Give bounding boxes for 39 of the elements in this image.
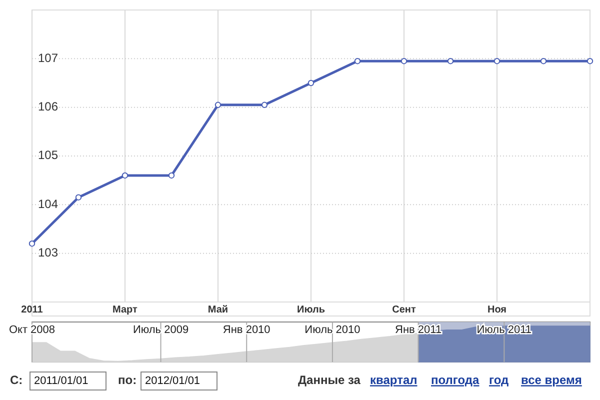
point (75, 194, 82, 200)
point (308, 80, 314, 86)
x-tick-label: Май (208, 304, 228, 316)
point (586, 58, 594, 64)
point (354, 58, 361, 64)
x-tick-label: Окт 2008 (8, 324, 56, 336)
x-tick-label: Июль 2011 (476, 324, 532, 336)
x-tick-label: Янв 2011 (395, 324, 442, 336)
text: квартал (370, 373, 418, 388)
y-tick-label: 106 (38, 100, 58, 114)
y-tick-label: 103 (38, 246, 58, 260)
point (28, 240, 36, 247)
point (168, 172, 175, 179)
x-tick-label: Март (112, 304, 138, 316)
text: по: (118, 373, 137, 388)
text: 2012/01/01 (145, 374, 200, 387)
text: год (489, 373, 510, 388)
y-tick-label: 105 (38, 148, 58, 162)
y-tick-label: 104 (38, 196, 58, 211)
point (447, 58, 454, 64)
x-tick-label: Июль 2009 (132, 324, 189, 336)
point (261, 102, 268, 108)
text: Данные за (298, 373, 361, 388)
y-tick-label: 107 (38, 50, 58, 65)
point (214, 102, 222, 108)
x-tick-label: Ноя (487, 304, 507, 316)
text: все время (521, 373, 582, 388)
point (540, 58, 547, 64)
x-tick-label: Янв 2010 (222, 324, 270, 336)
text: С: (10, 373, 23, 388)
point (494, 58, 500, 64)
x-tick-label: Июль 2010 (304, 324, 360, 336)
text: 2011/01/01 (34, 374, 88, 387)
x-tick-label: 2011 (21, 304, 44, 316)
point (400, 58, 408, 64)
x-tick-label: Сент (392, 304, 416, 316)
text: полгода (431, 373, 480, 388)
point (122, 172, 128, 179)
x-tick-label: Июль (297, 304, 325, 316)
